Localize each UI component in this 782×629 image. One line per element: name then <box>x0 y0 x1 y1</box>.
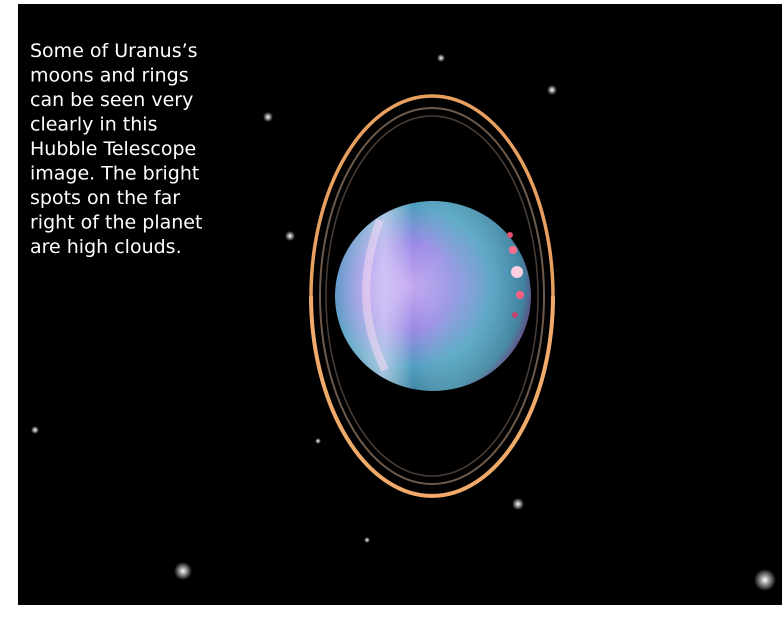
caption-line: clearly in this <box>30 114 157 136</box>
caption-line: Some of Uranus’s <box>30 40 198 62</box>
planet <box>335 201 531 391</box>
caption-line: are high clouds. <box>30 236 182 258</box>
caption-line: moons and rings <box>30 65 189 87</box>
page: Some of Uranus’s moons and ringscan be se… <box>0 0 782 629</box>
caption-line: image. The bright <box>30 163 199 185</box>
caption-line: can be seen very <box>30 89 193 111</box>
photo: Some of Uranus’s moons and ringscan be se… <box>0 0 782 629</box>
caption-line: Hubble Telescope <box>30 138 196 160</box>
caption-line: spots on the far <box>30 187 180 209</box>
caption-line: right of the planet <box>30 212 202 234</box>
